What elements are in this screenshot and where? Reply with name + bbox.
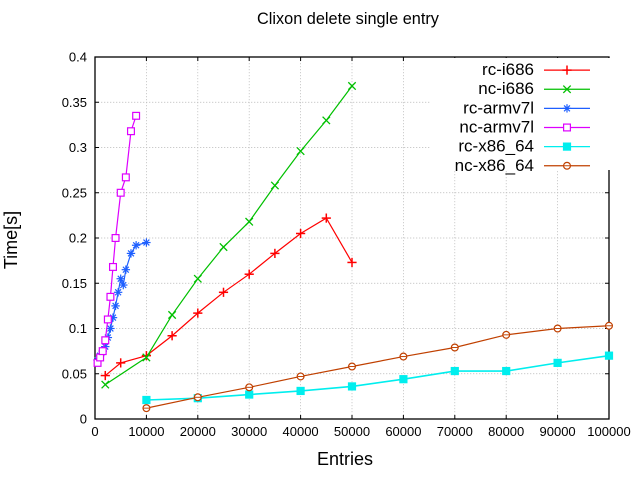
svg-text:rc-i686: rc-i686	[482, 60, 534, 79]
svg-text:20000: 20000	[180, 424, 216, 439]
svg-text:rc-armv7l: rc-armv7l	[463, 98, 534, 117]
svg-text:40000: 40000	[283, 424, 319, 439]
svg-text:Clixon delete single entry: Clixon delete single entry	[257, 10, 440, 28]
svg-text:0.15: 0.15	[62, 276, 87, 291]
svg-text:100000: 100000	[587, 424, 630, 439]
svg-text:Time[s]: Time[s]	[1, 211, 21, 269]
svg-text:rc-x86_64: rc-x86_64	[458, 137, 534, 156]
svg-text:Entries: Entries	[317, 449, 373, 469]
svg-text:0: 0	[91, 424, 98, 439]
svg-text:nc-i686: nc-i686	[478, 79, 534, 98]
svg-text:0.4: 0.4	[69, 50, 87, 65]
svg-text:70000: 70000	[437, 424, 473, 439]
svg-text:60000: 60000	[385, 424, 421, 439]
svg-text:0.1: 0.1	[69, 321, 87, 336]
svg-text:nc-armv7l: nc-armv7l	[459, 117, 534, 136]
svg-text:0.35: 0.35	[62, 95, 87, 110]
svg-text:0.2: 0.2	[69, 231, 87, 246]
svg-text:0.25: 0.25	[62, 185, 87, 200]
svg-text:0.3: 0.3	[69, 140, 87, 155]
svg-text:0: 0	[80, 412, 87, 427]
svg-text:30000: 30000	[231, 424, 267, 439]
svg-text:0.05: 0.05	[62, 366, 87, 381]
svg-text:nc-x86_64: nc-x86_64	[455, 156, 534, 175]
svg-text:10000: 10000	[128, 424, 164, 439]
svg-text:80000: 80000	[488, 424, 524, 439]
svg-text:50000: 50000	[334, 424, 370, 439]
svg-text:90000: 90000	[540, 424, 576, 439]
